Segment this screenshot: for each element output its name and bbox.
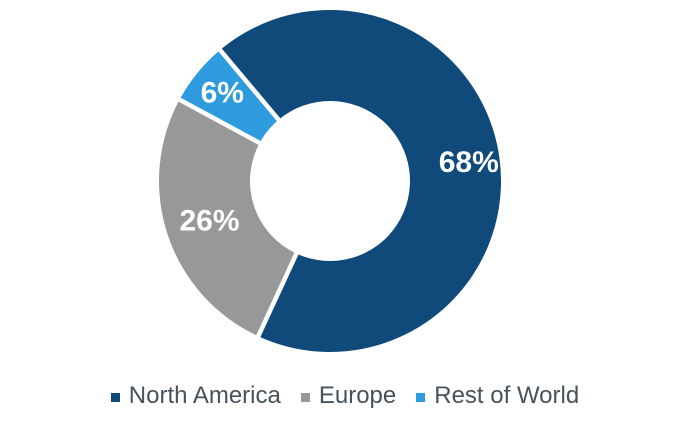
- legend-item-north-america[interactable]: North America: [110, 382, 281, 409]
- legend-marker-europe: [300, 392, 310, 402]
- legend-label-rest-of-world: Rest of World: [434, 382, 580, 409]
- slice-separator: [175, 96, 266, 148]
- data-label-europe: 26%: [179, 205, 239, 238]
- legend-marker-north-america: [110, 392, 120, 402]
- legend-label-north-america: North America: [128, 382, 281, 409]
- slice-separator: [254, 247, 302, 340]
- slice-separator: [216, 46, 285, 126]
- legend-label-europe: Europe: [318, 382, 397, 409]
- legend-marker-rest-of-world: [416, 392, 426, 402]
- data-label-north-america: 68%: [439, 146, 499, 179]
- legend-item-rest-of-world[interactable]: Rest of World: [416, 384, 579, 408]
- donut-slice-rest-of-world[interactable]: [179, 50, 279, 143]
- donut-slice-europe[interactable]: [159, 99, 297, 337]
- legend-item-europe[interactable]: Europe: [300, 382, 397, 409]
- donut-slice-north-america[interactable]: [220, 9, 502, 352]
- chart-legend: North America Europe Rest of World: [0, 378, 690, 414]
- data-label-rest-of-world: 6%: [201, 77, 244, 110]
